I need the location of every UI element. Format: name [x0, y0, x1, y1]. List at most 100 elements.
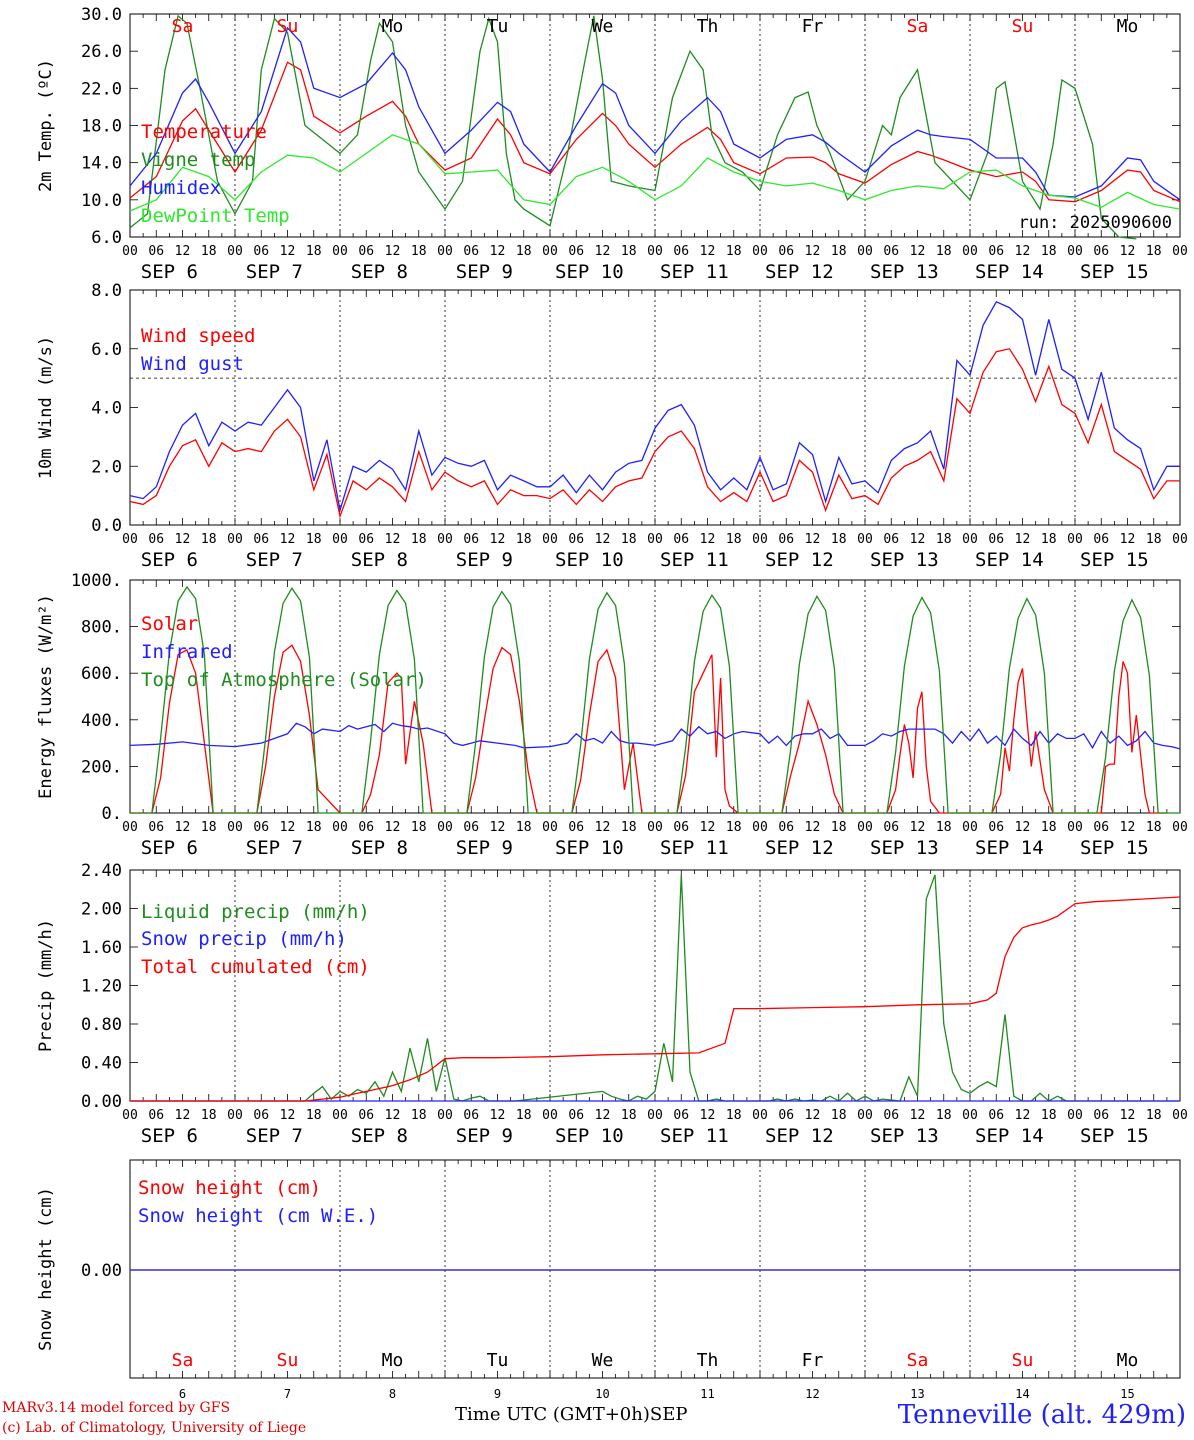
hour-tick-label: 00 [1067, 1108, 1083, 1123]
hour-tick-label: 06 [568, 1108, 584, 1123]
legend-entry: Snow height (cm W.E.) [138, 1205, 378, 1227]
hour-tick-label: 12 [805, 1108, 821, 1123]
hour-tick-label: 00 [962, 1108, 978, 1123]
hour-tick-label: 18 [726, 1108, 742, 1123]
hour-tick-label: 18 [201, 1108, 217, 1123]
hour-tick-label: 12 [280, 820, 296, 835]
hour-tick-label: 00 [752, 244, 768, 259]
hour-tick-label: 18 [411, 1108, 427, 1123]
hour-tick-label: 18 [936, 820, 952, 835]
hour-tick-label: 06 [148, 1108, 164, 1123]
date-label: SEP 12 [765, 1125, 834, 1147]
date-label: SEP 12 [765, 549, 834, 571]
hour-tick-label: 18 [831, 532, 847, 547]
series-line-blue [129, 300, 1180, 511]
hour-tick-label: 18 [1146, 820, 1162, 835]
hour-tick-label: 00 [962, 244, 978, 259]
y-axis-label: Precip (mm/h) [36, 919, 56, 1052]
day-number-label: 10 [595, 1387, 609, 1401]
hour-tick-label: 06 [673, 1108, 689, 1123]
hour-tick-label: 00 [647, 820, 663, 835]
date-label: SEP 8 [351, 837, 408, 859]
hour-tick-label: 18 [201, 820, 217, 835]
day-number-label: 7 [284, 1387, 291, 1401]
legend-entry: Total cumulated (cm) [141, 956, 370, 978]
hour-tick-label: 18 [1146, 1108, 1162, 1123]
legend-entry: Infrared [141, 641, 233, 663]
y-tick-label: 1.20 [81, 977, 122, 997]
hour-tick-label: 12 [910, 820, 926, 835]
hour-tick-label: 12 [1015, 1108, 1031, 1123]
day-number-label: 15 [1120, 1387, 1134, 1401]
hour-tick-label: 18 [621, 244, 637, 259]
y-tick-label: 22.0 [81, 79, 122, 99]
hour-tick-label: 00 [227, 532, 243, 547]
hour-tick-label: 18 [726, 532, 742, 547]
hour-tick-label: 00 [542, 820, 558, 835]
weekday-label: Fr [802, 16, 824, 37]
hour-tick-label: 12 [595, 1108, 611, 1123]
hour-tick-label: 00 [332, 532, 348, 547]
date-label: SEP 7 [246, 837, 303, 859]
hour-tick-label: 12 [1120, 1108, 1136, 1123]
date-label: SEP 13 [870, 549, 939, 571]
y-tick-label: 30.0 [81, 5, 122, 25]
hour-tick-label: 00 [437, 1108, 453, 1123]
hour-tick-label: 18 [201, 532, 217, 547]
weekday-label: Mo [382, 1350, 404, 1371]
hour-tick-label: 06 [148, 820, 164, 835]
hour-tick-label: 06 [148, 532, 164, 547]
chart-panel-3: 0. 200. 400. 600. 800. 1000. Energy fluxes (W/… [36, 571, 1188, 859]
weekday-label: Tu [487, 16, 509, 37]
date-label: SEP 15 [1080, 549, 1149, 571]
hour-tick-label: 18 [306, 532, 322, 547]
y-tick-label: 18.0 [81, 117, 122, 137]
hour-tick-label: 06 [358, 532, 374, 547]
hour-tick-label: 00 [752, 532, 768, 547]
chart-panel-4: 0.00 0.40 0.80 1.20 1.60 2.00 2.40 Precip (mm/h… [36, 861, 1188, 1147]
hour-tick-label: 00 [437, 820, 453, 835]
hour-tick-label: 06 [988, 1108, 1004, 1123]
hour-tick-label: 18 [516, 532, 532, 547]
y-tick-label: 4.0 [91, 399, 122, 419]
date-label: SEP 13 [870, 261, 939, 283]
hour-tick-label: 00 [1067, 820, 1083, 835]
hour-tick-label: 06 [988, 532, 1004, 547]
date-label: SEP 7 [246, 549, 303, 571]
hour-tick-label: 00 [857, 244, 873, 259]
legend-entry: Wind gust [141, 353, 244, 375]
hour-tick-label: 06 [568, 532, 584, 547]
date-label: SEP 6 [141, 261, 198, 283]
y-tick-label: 1000. [71, 571, 122, 591]
hour-tick-label: 12 [700, 820, 716, 835]
series-line-green [129, 14, 1137, 240]
weekday-label: We [592, 16, 614, 37]
hour-tick-label: 00 [542, 1108, 558, 1123]
hour-tick-label: 06 [883, 244, 899, 259]
date-label: SEP 14 [975, 549, 1044, 571]
date-label: SEP 10 [555, 1125, 624, 1147]
hour-tick-label: 18 [516, 244, 532, 259]
date-label: SEP 11 [660, 1125, 729, 1147]
hour-tick-label: 00 [542, 532, 558, 547]
hour-tick-label: 12 [175, 532, 191, 547]
date-label: SEP 11 [660, 549, 729, 571]
date-label: SEP 9 [456, 549, 513, 571]
hour-tick-label: 06 [358, 1108, 374, 1123]
hour-tick-label: 06 [463, 244, 479, 259]
date-label: SEP 8 [351, 549, 408, 571]
hour-tick-label: 18 [306, 1108, 322, 1123]
hour-tick-label: 12 [385, 532, 401, 547]
hour-tick-label: 12 [1120, 532, 1136, 547]
hour-tick-label: 06 [778, 532, 794, 547]
hour-tick-label: 18 [621, 820, 637, 835]
hour-tick-label: 18 [831, 244, 847, 259]
hour-tick-label: 06 [778, 1108, 794, 1123]
hour-tick-label: 00 [647, 1108, 663, 1123]
hour-tick-label: 00 [332, 820, 348, 835]
date-label: SEP 7 [246, 1125, 303, 1147]
station-name: Tenneville (alt. 429m) [897, 1400, 1186, 1430]
legend-entry: Top of Atmosphere (Solar) [141, 669, 427, 691]
date-label: SEP 9 [456, 261, 513, 283]
date-label: SEP 13 [870, 837, 939, 859]
